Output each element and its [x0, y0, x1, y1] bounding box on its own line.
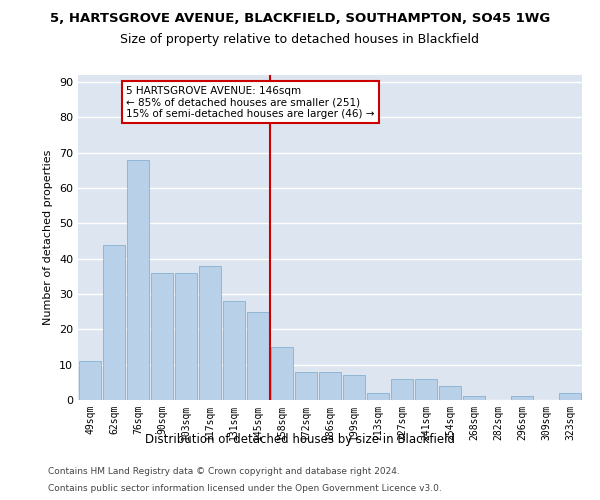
Bar [199, 266, 221, 400]
Bar [319, 372, 341, 400]
Bar [415, 379, 437, 400]
Bar [463, 396, 485, 400]
Bar [103, 244, 125, 400]
Text: Contains public sector information licensed under the Open Government Licence v3: Contains public sector information licen… [48, 484, 442, 493]
Text: Distribution of detached houses by size in Blackfield: Distribution of detached houses by size … [145, 432, 455, 446]
Bar [127, 160, 149, 400]
Bar [271, 347, 293, 400]
Y-axis label: Number of detached properties: Number of detached properties [43, 150, 53, 325]
Bar [151, 273, 173, 400]
Bar [223, 301, 245, 400]
Text: 5 HARTSGROVE AVENUE: 146sqm
← 85% of detached houses are smaller (251)
15% of se: 5 HARTSGROVE AVENUE: 146sqm ← 85% of det… [126, 86, 374, 119]
Bar [343, 376, 365, 400]
Bar [511, 396, 533, 400]
Text: Size of property relative to detached houses in Blackfield: Size of property relative to detached ho… [121, 32, 479, 46]
Bar [367, 393, 389, 400]
Bar [79, 361, 101, 400]
Text: Contains HM Land Registry data © Crown copyright and database right 2024.: Contains HM Land Registry data © Crown c… [48, 468, 400, 476]
Bar [247, 312, 269, 400]
Bar [295, 372, 317, 400]
Bar [391, 379, 413, 400]
Bar [559, 393, 581, 400]
Bar [439, 386, 461, 400]
Bar [175, 273, 197, 400]
Text: 5, HARTSGROVE AVENUE, BLACKFIELD, SOUTHAMPTON, SO45 1WG: 5, HARTSGROVE AVENUE, BLACKFIELD, SOUTHA… [50, 12, 550, 26]
